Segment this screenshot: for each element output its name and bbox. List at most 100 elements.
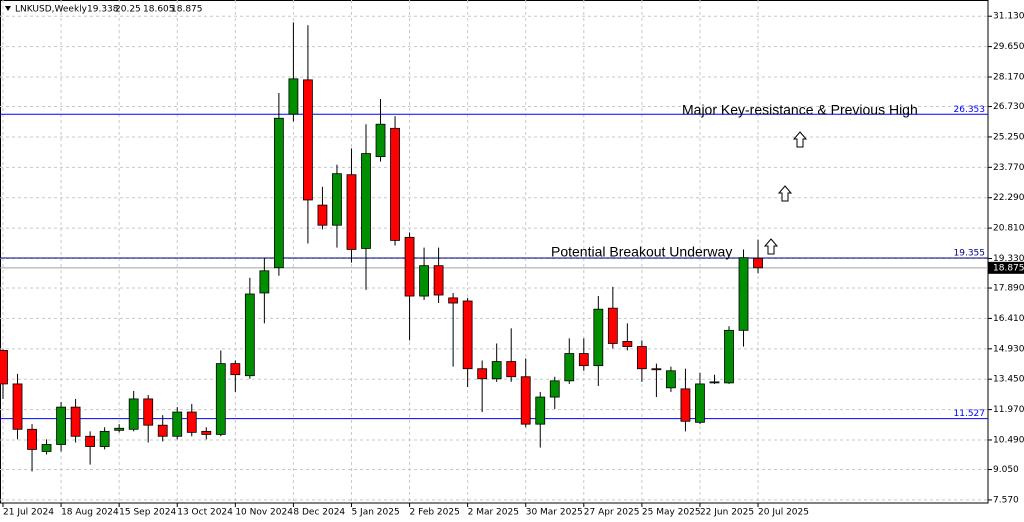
current-price-box xyxy=(988,261,1024,274)
candle-body xyxy=(128,398,139,430)
candle-body xyxy=(593,308,604,367)
candle-body xyxy=(56,406,66,445)
candle-body xyxy=(564,353,575,382)
y-tick-label: 25.250 xyxy=(993,132,1024,142)
candle-body xyxy=(738,257,749,331)
ohlc-high: 20.25 xyxy=(115,5,141,15)
candle-body xyxy=(244,293,255,377)
candle-body xyxy=(114,427,125,431)
x-tick-label: 27 Apr 2025 xyxy=(584,508,640,518)
level-label: 19.355 xyxy=(954,248,986,258)
x-tick-label: 21 Jul 2024 xyxy=(3,508,54,518)
candle-body xyxy=(651,368,662,371)
candles xyxy=(0,22,763,472)
candle-body xyxy=(695,383,705,423)
ohlc-low: 18.605 xyxy=(143,5,175,15)
candle-body xyxy=(404,236,415,297)
candle-body xyxy=(215,363,226,435)
candle-body xyxy=(12,383,23,430)
x-tick-label: 2 Feb 2025 xyxy=(410,508,460,518)
symbol-icon xyxy=(5,6,11,11)
candle-body xyxy=(288,78,299,115)
candle-body xyxy=(535,396,546,425)
candle-body xyxy=(201,430,212,435)
y-tick-label: 20.810 xyxy=(993,224,1024,234)
candle-body xyxy=(259,270,270,294)
candle-body xyxy=(520,376,531,425)
candle-body xyxy=(462,300,473,370)
annotation: Potential Breakout Underway xyxy=(551,244,732,260)
candle-body xyxy=(491,361,502,380)
grid xyxy=(0,0,988,503)
y-tick-label: 29.650 xyxy=(993,42,1024,52)
y-tick-label: 26.730 xyxy=(993,102,1024,112)
candle-body xyxy=(157,424,168,437)
candle-body xyxy=(99,430,110,447)
level-label: 26.353 xyxy=(954,105,986,115)
y-tick-label: 9.050 xyxy=(993,465,1019,475)
candle-body xyxy=(85,435,96,447)
x-tick-label: 13 Oct 2024 xyxy=(177,508,233,518)
candle-body xyxy=(680,388,691,422)
candle-body xyxy=(332,173,342,226)
x-tick-label: 25 May 2025 xyxy=(642,508,701,518)
candle-body xyxy=(375,123,386,158)
candle-body xyxy=(607,307,618,344)
annotation: Major Key-resistance & Previous High xyxy=(682,102,918,118)
y-tick-label: 11.970 xyxy=(993,405,1024,415)
candle-body xyxy=(273,117,284,269)
candle-body xyxy=(390,127,400,241)
candle-body xyxy=(433,265,444,296)
x-tick-label: 10 Nov 2024 xyxy=(235,508,293,518)
ohlc-close: 18.875 xyxy=(171,5,203,15)
candle-body xyxy=(549,380,560,398)
candle-body xyxy=(448,297,459,304)
candle-body xyxy=(70,406,81,437)
y-tick-label: 22.290 xyxy=(993,193,1024,203)
y-tick-label: 19.330 xyxy=(993,254,1024,264)
y-tick-label: 31.130 xyxy=(993,12,1024,22)
y-tick-label: 17.890 xyxy=(993,284,1024,294)
x-tick-label: 20 Jul 2025 xyxy=(758,508,809,518)
candle-body xyxy=(361,153,371,249)
candle-body xyxy=(419,265,429,297)
current-price-label: 18.875 xyxy=(993,263,1024,273)
x-tick-label: 18 Aug 2024 xyxy=(61,508,119,518)
candle-body xyxy=(303,79,313,201)
candle-body xyxy=(317,204,328,226)
levels: 26.353 19.355 11.527 xyxy=(0,105,988,420)
x-tick-label: 22 Jun 2025 xyxy=(700,508,754,518)
y-tick-label: 23.770 xyxy=(993,163,1024,173)
y-tick-label: 10.490 xyxy=(993,435,1024,445)
y-tick-label: 16.410 xyxy=(993,314,1024,324)
plot-frame xyxy=(0,0,989,504)
candle-body xyxy=(666,370,676,389)
candle-body xyxy=(506,361,517,378)
x-tick-label: 8 Dec 2024 xyxy=(293,508,345,518)
candle-body xyxy=(230,363,241,376)
candle-body xyxy=(0,350,8,385)
candle-body xyxy=(578,353,589,367)
up-arrow xyxy=(763,238,779,255)
level-label: 11.527 xyxy=(954,409,986,419)
x-tick-label: 30 Mar 2025 xyxy=(526,508,583,518)
chart-title: LNKUSD,Weekly xyxy=(15,5,88,15)
candle-body xyxy=(477,368,488,380)
y-tick-label: 13.450 xyxy=(993,375,1024,385)
candle-body xyxy=(622,341,633,347)
x-tick-label: 15 Sep 2024 xyxy=(119,508,176,518)
candle-body xyxy=(143,398,154,426)
y-tick-label: 28.170 xyxy=(993,72,1024,82)
y-tick-label: 7.570 xyxy=(993,495,1019,505)
candle-body xyxy=(27,428,37,450)
candle-body xyxy=(709,381,720,384)
y-tick-label: 14.930 xyxy=(993,344,1024,354)
arrows xyxy=(763,131,808,255)
ohlc-open: 19.338 xyxy=(87,5,119,15)
candle-body xyxy=(41,444,52,452)
up-arrow xyxy=(792,131,808,148)
candle-body xyxy=(753,257,763,269)
candle-body xyxy=(346,174,357,250)
